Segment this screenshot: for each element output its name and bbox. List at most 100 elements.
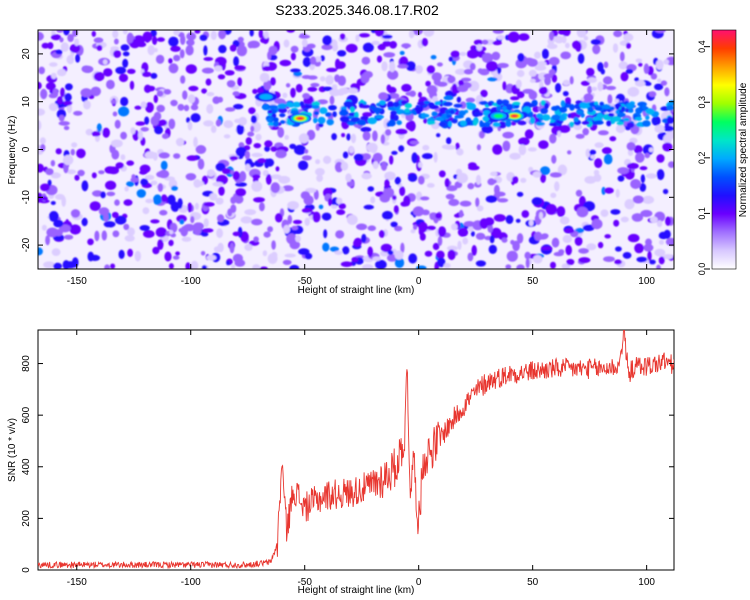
- spectrogram-signal-cell: [579, 102, 589, 109]
- spectrogram-cell: [655, 59, 664, 70]
- snr-x-label: Height of straight line (km): [298, 585, 415, 596]
- spectrogram-cell: [502, 131, 514, 139]
- spectrogram-cell: [155, 54, 165, 64]
- spectrogram-cell: [177, 103, 185, 111]
- spectrogram-cell: [342, 246, 350, 255]
- spectrogram-cell: [575, 189, 583, 197]
- spectrogram-cell: [275, 166, 280, 172]
- spectrogram-signal-cell: [506, 103, 513, 111]
- spectrogram-cell: [105, 180, 117, 190]
- spectrogram-cell: [662, 188, 669, 195]
- spectrogram-cell: [259, 202, 265, 212]
- spectrogram-cell: [270, 174, 282, 180]
- spectrogram-signal-cell: [454, 114, 465, 119]
- spectrogram-cell: [265, 158, 275, 167]
- spectrogram-cell: [223, 134, 231, 139]
- spectrogram-signal-cell: [339, 109, 349, 117]
- snr-series-line: [38, 330, 674, 570]
- spectrogram-cell: [171, 185, 178, 191]
- spectrogram-cell: [589, 149, 597, 155]
- spectrogram-cell: [41, 196, 48, 201]
- spectrogram-signal-cell: [587, 106, 594, 113]
- spectrogram-cell: [326, 67, 338, 73]
- spectrogram-cell: [537, 61, 547, 67]
- spectrogram-cell: [111, 149, 120, 160]
- spectrogram-cell: [502, 140, 511, 152]
- spectrogram-cell: [492, 40, 503, 46]
- spectrogram-signal-cell: [339, 116, 350, 121]
- spectrogram-cell: [325, 75, 334, 85]
- spectrogram-signal-cell: [343, 101, 354, 108]
- spectrogram-cell: [205, 78, 212, 86]
- spectrogram-cell: [370, 143, 378, 154]
- spectrogram-cell: [216, 228, 224, 239]
- spectrogram-signal-cell: [278, 107, 288, 114]
- spectrogram-signal-cell: [626, 122, 635, 128]
- spectrogram-cell: [648, 147, 654, 153]
- spectrogram-cell: [277, 127, 285, 138]
- spectrogram-cell: [155, 227, 167, 238]
- spectrogram-cell: [215, 162, 226, 172]
- spectrogram-cell: [312, 211, 321, 223]
- spectrogram-signal-cell: [420, 113, 430, 118]
- spectrogram-cell: [152, 152, 158, 161]
- spectrogram-cell: [361, 233, 367, 243]
- spectrogram-cell: [380, 96, 387, 101]
- spectrogram-cell: [58, 121, 70, 126]
- spectrogram-cell: [285, 83, 291, 88]
- spectrogram-cell: [660, 80, 668, 86]
- spectrogram-cell: [630, 179, 641, 189]
- spectrogram-cell: [634, 77, 640, 82]
- spectrogram-cell: [64, 234, 74, 240]
- snr-panel: -150 -100 -50 0 50 100 0 200 400 600 800 Height o…: [7, 329, 675, 596]
- spectrogram-cell: [408, 30, 415, 39]
- spectrogram-signal-cell: [666, 117, 674, 124]
- spectrogram-cell: [255, 133, 262, 141]
- spectrogram-cell: [448, 56, 453, 62]
- spectrogram-cell: [65, 83, 73, 91]
- spectrogram-cell: [270, 146, 278, 152]
- spectrogram-cell: [639, 166, 648, 171]
- spectrogram-cell: [603, 76, 613, 85]
- spectrogram-signal-cell: [367, 117, 377, 125]
- spectrogram-cell: [186, 117, 191, 123]
- spectrogram-cell: [263, 79, 272, 91]
- spectrogram-cell: [603, 153, 613, 165]
- spectrogram-signal-cell: [286, 101, 293, 107]
- spectrogram-signal-cell: [616, 112, 626, 118]
- spectrogram-cell: [431, 96, 439, 103]
- spectrogram-cell: [598, 130, 609, 136]
- spectrogram-cell: [118, 249, 125, 259]
- spectrogram-cell: [57, 96, 64, 105]
- spectrogram-cell: [104, 264, 110, 269]
- spectrogram-cell: [450, 50, 460, 58]
- spectrogram-cell: [491, 179, 497, 184]
- spectrogram-signal-cell: [482, 115, 490, 122]
- spectrogram-cell: [520, 177, 527, 183]
- spectrogram-cell: [181, 236, 192, 242]
- spectrogram-cell: [548, 69, 556, 76]
- spectrogram-cell: [516, 91, 525, 99]
- spectrogram-cell: [444, 145, 456, 150]
- spectrogram-cell: [258, 30, 264, 39]
- spectrogram-cell: [157, 183, 164, 192]
- spectrogram-cell: [355, 34, 360, 42]
- spectrogram-cell: [302, 57, 312, 67]
- spectrogram-cell: [41, 42, 50, 49]
- spectrogram-cell: [594, 142, 604, 148]
- spectrogram-cell: [199, 34, 208, 41]
- spectrogram-cell: [360, 126, 372, 133]
- spectrogram-cell: [382, 40, 392, 47]
- spectrogram-cell: [253, 143, 262, 149]
- spectrogram-cell: [212, 181, 224, 187]
- spectrogram-signal-cell: [544, 102, 549, 110]
- spectrogram-signal-cell: [627, 102, 632, 109]
- spectrogram-cell: [252, 264, 261, 269]
- spectrogram-cell: [81, 65, 94, 74]
- spectrogram-cell: [41, 224, 47, 231]
- spectrogram-cell: [480, 89, 488, 98]
- spectrogram-cell: [663, 134, 672, 145]
- spectrogram-cell: [59, 224, 71, 233]
- spectrogram-cell: [601, 186, 606, 195]
- spectrogram-signal-cell: [479, 122, 486, 128]
